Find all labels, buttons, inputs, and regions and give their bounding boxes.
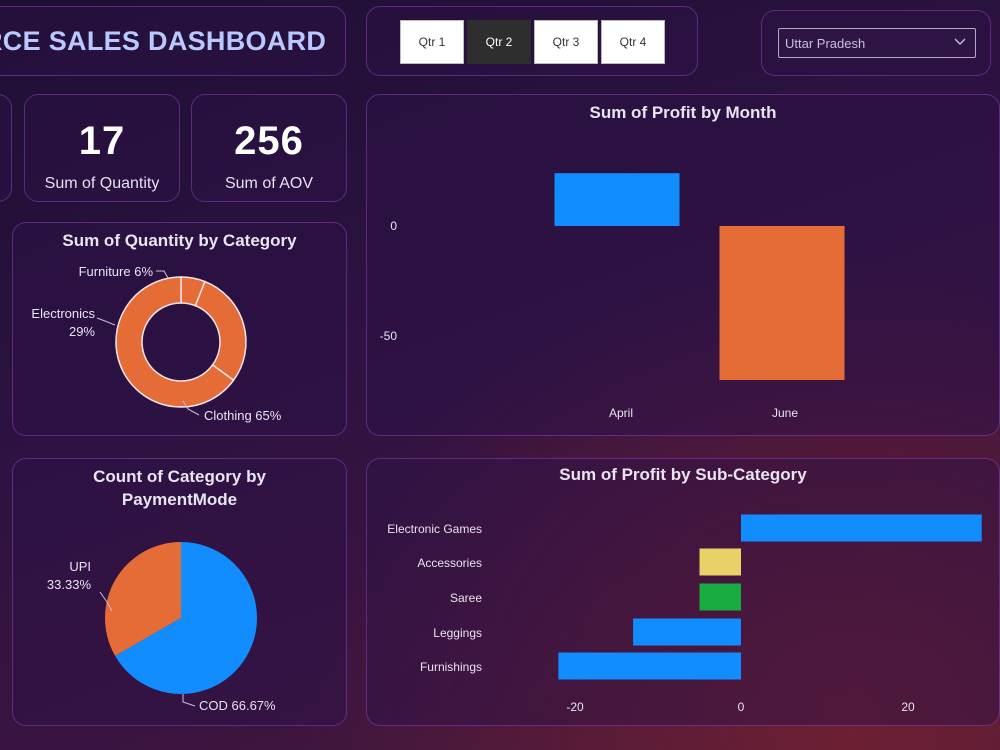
x-tick-0: 0 — [738, 700, 745, 714]
profit-by-month-card: Sum of Profit by Month 0 -50 April June — [366, 94, 1000, 436]
qtr-3-button[interactable]: Qtr 3 — [534, 20, 598, 64]
month-chart: 0 -50 April June — [380, 173, 845, 420]
donut-slice-electronics — [194, 280, 247, 382]
cat-label-leggings: Leggings — [433, 626, 482, 640]
upi-label: UPI — [69, 559, 91, 574]
qtr-2-button[interactable]: Qtr 2 — [467, 20, 531, 64]
clothing-label: Clothing 65% — [204, 408, 282, 423]
electronics-label: Electronics — [31, 306, 95, 321]
quarter-slicer: Qtr 1 Qtr 2 Qtr 3 Qtr 4 — [366, 6, 698, 76]
pie-chart-title-line1: Count of Category by — [93, 467, 266, 486]
subcategory-chart-title: Sum of Profit by Sub-Category — [559, 465, 807, 484]
month-bar-april — [554, 173, 680, 226]
pie-chart-title-line2: PaymentMode — [121, 490, 238, 509]
upi-leader-line — [99, 591, 113, 612]
cat-label-electronic-games: Electronic Games — [387, 522, 482, 536]
donut-chart-title: Sum of Quantity by Category — [62, 231, 297, 250]
subcategory-bar-accessories — [699, 548, 741, 576]
kpi-card-partial — [0, 94, 12, 202]
quantity-by-category-card: Sum of Quantity by Category Furniture 6%… — [12, 222, 347, 436]
x-tick-20: 20 — [901, 700, 915, 714]
pie-slice-cod — [115, 542, 258, 694]
state-dropdown-value: Uttar Pradesh — [785, 35, 866, 51]
cod-leader-line — [182, 694, 196, 707]
pie-slice-upi — [104, 542, 181, 656]
upi-percent-label: 33.33% — [47, 577, 92, 592]
state-dropdown[interactable]: Uttar Pradesh — [778, 28, 976, 58]
subcategory-bar-furnishings — [558, 652, 741, 680]
kpi-card-quantity: 17 Sum of Quantity — [24, 94, 180, 202]
cat-label-furnishings: Furnishings — [420, 660, 482, 674]
chevron-down-icon — [954, 38, 966, 45]
donut-chart: Furniture 6% Electronics 29% Clothing 65… — [31, 264, 282, 423]
subcategory-chart: Electronic Games Accessories Saree Leggi… — [387, 514, 982, 714]
subcategory-bar-saree — [699, 583, 741, 611]
pie-chart: UPI 33.33% COD 66.67% — [47, 542, 276, 713]
kpi-aov-label: Sum of AOV — [224, 175, 314, 192]
dashboard-title: RCE SALES DASHBOARD — [0, 25, 327, 56]
y-tick-neg50: -50 — [380, 329, 398, 343]
month-chart-title: Sum of Profit by Month — [589, 103, 777, 122]
furniture-leader-line — [156, 270, 169, 279]
x-label-june: June — [772, 406, 798, 420]
cat-label-accessories: Accessories — [417, 556, 482, 570]
subcategory-bar-leggings — [633, 618, 741, 646]
dashboard-title-card: RCE SALES DASHBOARD — [0, 6, 346, 76]
category-by-paymentmode-card: Count of Category by PaymentMode UPI 33.… — [12, 458, 347, 726]
furniture-label: Furniture 6% — [79, 264, 154, 279]
profit-by-subcategory-card: Sum of Profit by Sub-Category Electronic… — [366, 458, 1000, 726]
electronics-percent-label: 29% — [69, 324, 95, 339]
cat-label-saree: Saree — [450, 591, 482, 605]
x-tick-neg20: -20 — [566, 700, 584, 714]
pie-chart-title: Count of Category by PaymentMode — [13, 465, 346, 511]
month-bar-june — [719, 226, 845, 380]
state-filter-card: Uttar Pradesh — [761, 10, 991, 76]
qtr-1-button[interactable]: Qtr 1 — [400, 20, 464, 64]
subcategory-bar-electronic-games — [741, 514, 982, 542]
cod-label: COD 66.67% — [199, 698, 276, 713]
kpi-quantity-value: 17 — [78, 119, 126, 163]
qtr-4-button[interactable]: Qtr 4 — [601, 20, 665, 64]
clothing-leader-line — [182, 400, 200, 416]
donut-slice-clothing — [115, 276, 235, 408]
electronics-leader-line — [96, 317, 116, 326]
kpi-aov-value: 256 — [234, 119, 304, 163]
kpi-card-aov: 256 Sum of AOV — [191, 94, 347, 202]
x-label-april: April — [609, 406, 633, 420]
y-tick-0: 0 — [390, 219, 397, 233]
kpi-quantity-label: Sum of Quantity — [44, 175, 160, 192]
